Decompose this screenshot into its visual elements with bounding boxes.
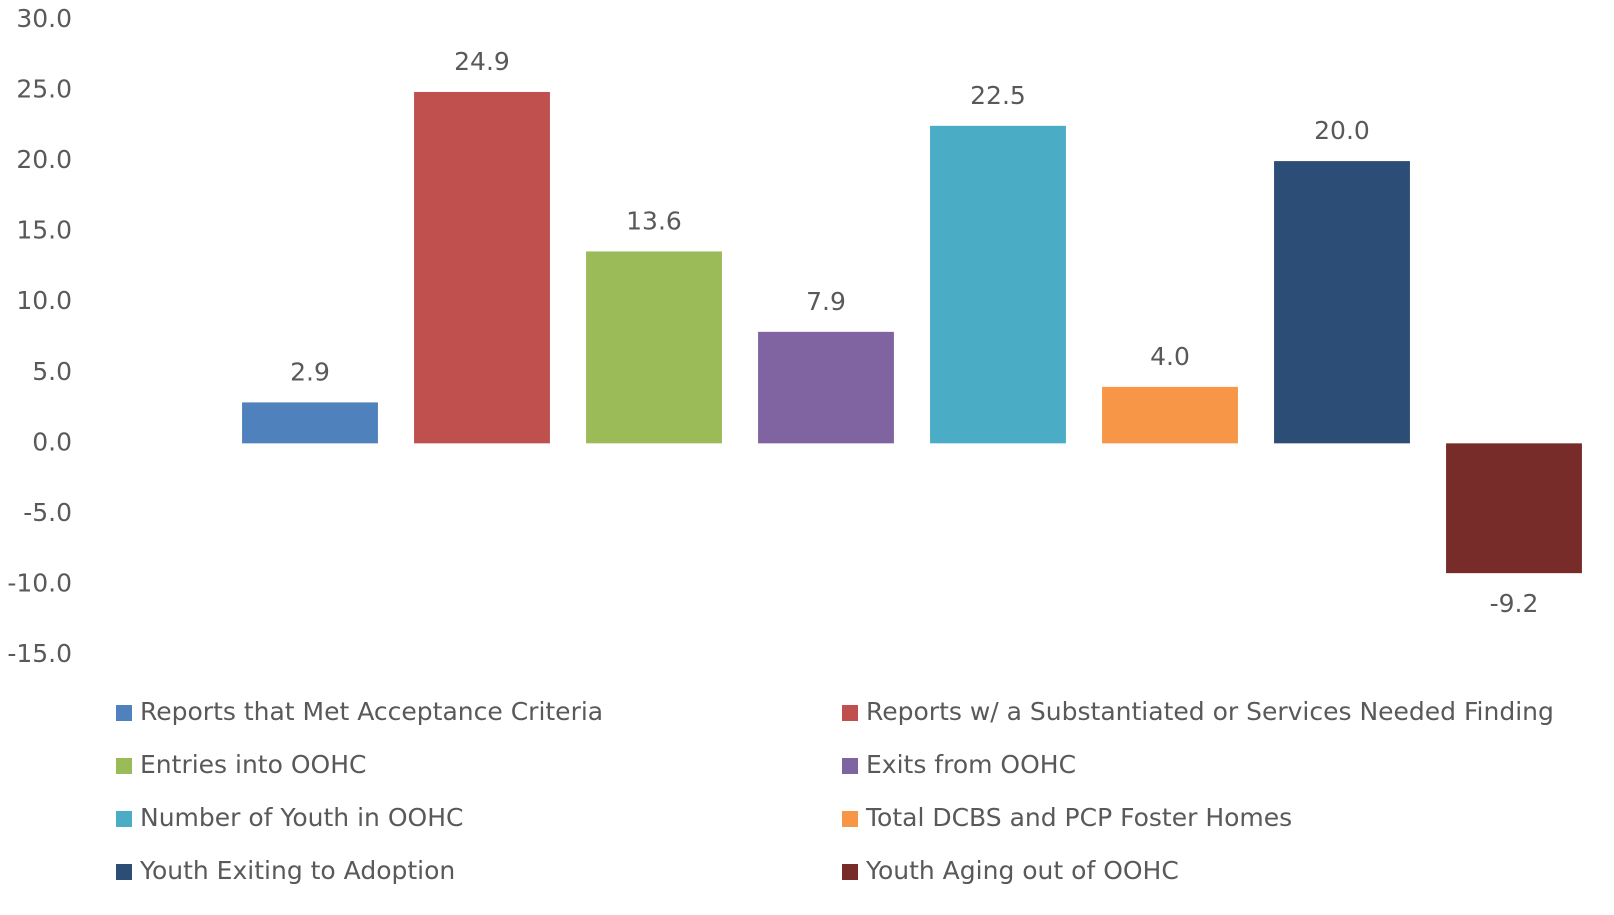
y-tick-label: 5.0 [32,357,72,386]
bar [1274,161,1410,444]
data-label: 20.0 [1314,116,1370,145]
legend-label: Reports that Met Acceptance Criteria [140,697,603,726]
y-tick-label: -10.0 [7,568,72,597]
data-label: 2.9 [290,357,330,386]
legend-label: Entries into OOHC [140,750,366,779]
data-label: 24.9 [454,47,510,76]
legend-swatch [842,811,858,827]
bar [930,125,1066,444]
data-label: 4.0 [1150,342,1190,371]
legend-swatch [842,705,858,721]
y-tick-label: 30.0 [16,4,72,33]
y-tick-label: 0.0 [32,427,72,456]
data-label: -9.2 [1490,589,1539,618]
y-tick-label: -15.0 [7,639,72,668]
y-tick-label: 20.0 [16,145,72,174]
y-tick-label: 25.0 [16,75,72,104]
legend-label: Youth Exiting to Adoption [139,856,455,885]
legend-label: Reports w/ a Substantiated or Services N… [866,697,1554,726]
data-label: 22.5 [970,81,1026,110]
legend-label: Number of Youth in OOHC [140,803,463,832]
legend-swatch [842,758,858,774]
legend-swatch [116,705,132,721]
bar [758,331,894,444]
legend-swatch [116,758,132,774]
legend-label: Exits from OOHC [866,750,1076,779]
legend-swatch [842,864,858,880]
data-label: 13.6 [626,206,682,235]
bar [586,251,722,444]
bar [242,402,378,444]
y-tick-label: 15.0 [16,216,72,245]
legend-swatch [116,811,132,827]
y-tick-label: -5.0 [23,498,72,527]
bar [1446,443,1582,574]
bar [414,91,550,444]
legend-label: Youth Aging out of OOHC [865,856,1179,885]
y-tick-label: 10.0 [16,286,72,315]
legend-label: Total DCBS and PCP Foster Homes [865,803,1292,832]
bar [1102,386,1238,444]
data-label: 7.9 [806,287,846,316]
legend-swatch [116,864,132,880]
